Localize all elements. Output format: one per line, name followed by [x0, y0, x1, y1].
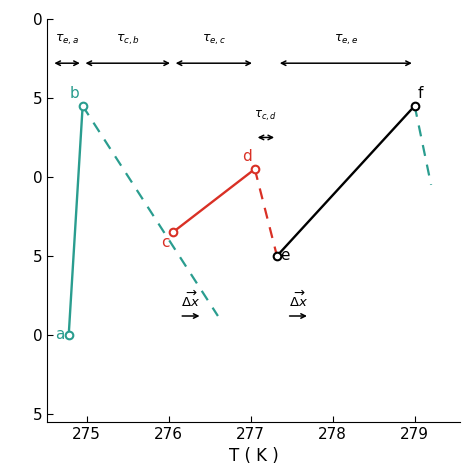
Text: $\overrightarrow{\Delta x}$: $\overrightarrow{\Delta x}$ [182, 290, 201, 310]
Text: $\tau_{e,e}$: $\tau_{e,e}$ [334, 33, 358, 47]
X-axis label: T ( K ): T ( K ) [229, 447, 278, 465]
Text: $\tau_{e,a}$: $\tau_{e,a}$ [55, 33, 79, 47]
Text: c: c [161, 236, 170, 250]
Text: $\overrightarrow{\Delta x}$: $\overrightarrow{\Delta x}$ [289, 290, 308, 310]
Text: d: d [242, 149, 252, 164]
Text: $\tau_{c,b}$: $\tau_{c,b}$ [116, 33, 140, 47]
Text: b: b [70, 86, 79, 101]
Text: $\tau_{e,c}$: $\tau_{e,c}$ [202, 33, 226, 47]
Text: $\tau_{c,d}$: $\tau_{c,d}$ [255, 109, 277, 123]
Text: a: a [55, 328, 64, 342]
Text: f: f [418, 86, 423, 101]
Text: e: e [280, 248, 290, 264]
